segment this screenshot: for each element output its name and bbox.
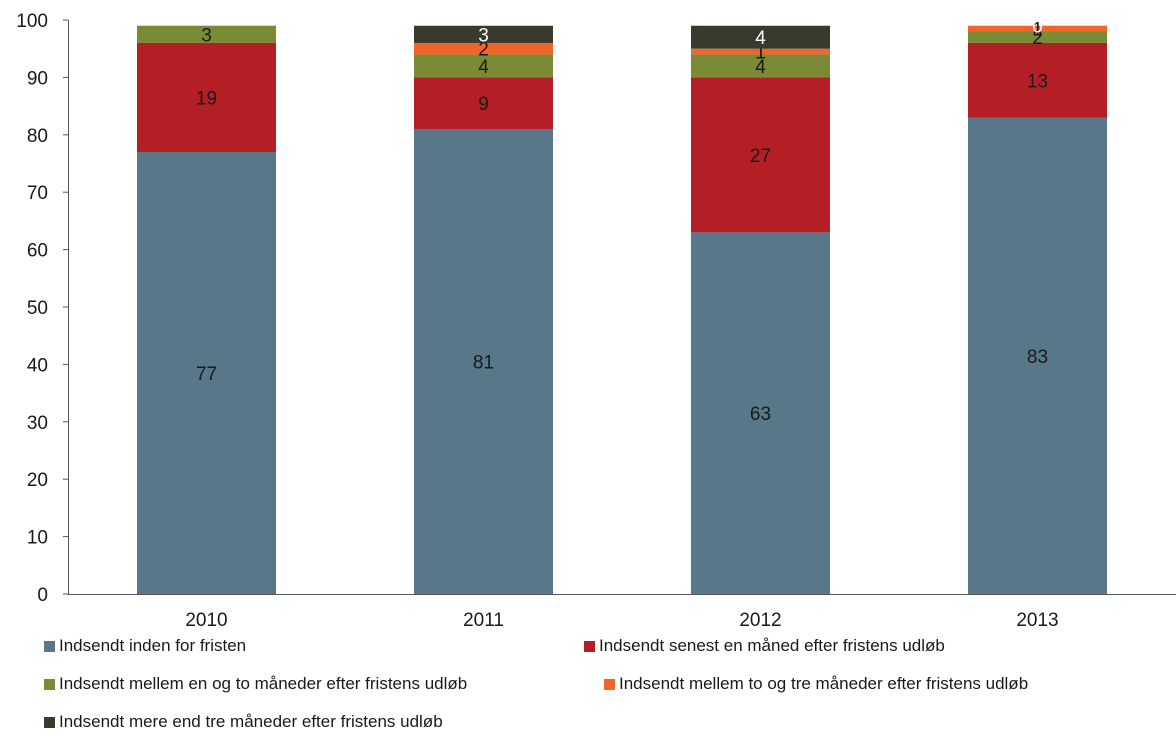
bar-segment [691,54,830,78]
bar-segment [414,77,553,130]
legend-item: Indsendt inden for fristen [44,636,246,656]
bar-segment [968,117,1107,594]
legend-swatch [604,678,615,690]
bar-segment [968,31,1107,43]
x-tick-label: 2013 [1016,610,1058,631]
data-label: 19 [196,88,217,109]
legend-item: Indsendt mellem en og to måneder efter f… [44,674,467,694]
y-tick-label: 50 [27,298,48,319]
legend-label: Indsendt mellem to og tre måneder efter … [619,674,1029,693]
y-tick-label: 70 [27,183,48,204]
legend-label: Indsendt mellem en og to måneder efter f… [59,674,468,693]
y-tick-label: 90 [27,68,48,89]
y-tick-label: 20 [27,470,48,491]
data-label: 1 [1032,20,1043,41]
y-tick-label: 60 [27,241,48,262]
data-label: 83 [1027,347,1048,368]
legend-item: Indsendt mere end tre måneder efter fris… [44,712,443,732]
data-label: 63 [750,404,771,425]
legend-item: Indsendt senest en måned efter fristens … [584,636,945,656]
y-tick-label: 10 [27,528,48,549]
legend-swatch [584,640,595,652]
y-tick-label: 80 [27,126,48,147]
data-label: 3 [478,25,489,46]
y-tick-label: 100 [16,11,48,32]
legend-swatch [44,640,55,652]
bar-segment [414,42,553,55]
bar-segment [968,25,1107,32]
x-tick-label: 2010 [185,610,227,631]
legend-label: Indsendt senest en måned efter fristens … [599,636,945,655]
x-tick-label: 2012 [739,610,781,631]
data-label: 81 [473,353,494,374]
bar-segment [137,152,276,594]
data-label: 3 [201,25,212,46]
data-label: 13 [1027,71,1048,92]
legend-label: Indsendt inden for fristen [59,636,247,655]
bar-segment [137,25,276,43]
bar-segment [691,25,830,49]
bar-segment [414,129,553,594]
legend-swatch [44,678,55,690]
data-label: 2 [478,40,489,61]
bar-segment [414,54,553,78]
y-tick-label: 30 [27,413,48,434]
bar-segment [414,25,553,43]
x-tick-label: 2011 [463,610,504,631]
bar-segment [691,48,830,55]
legend-label: Indsendt mere end tre måneder efter fris… [59,712,443,731]
legend-item: Indsendt mellem to og tre måneder efter … [604,674,1028,694]
y-tick-label: 40 [27,355,48,376]
data-label: 77 [196,364,217,385]
bar-segment [137,42,276,153]
data-label: 27 [750,146,771,167]
y-tick-label: 0 [37,585,48,606]
bar-segment [691,77,830,233]
legend-swatch [44,716,55,728]
data-label: 4 [478,57,489,78]
data-label: 1 [755,43,766,64]
bar-segment [968,42,1107,118]
data-label: 9 [478,94,489,115]
data-label: 4 [755,57,766,78]
data-label: 4 [755,28,766,49]
data-label: 0 [1032,17,1043,38]
bar-segment [691,232,830,594]
data-label: 2 [1032,28,1043,49]
